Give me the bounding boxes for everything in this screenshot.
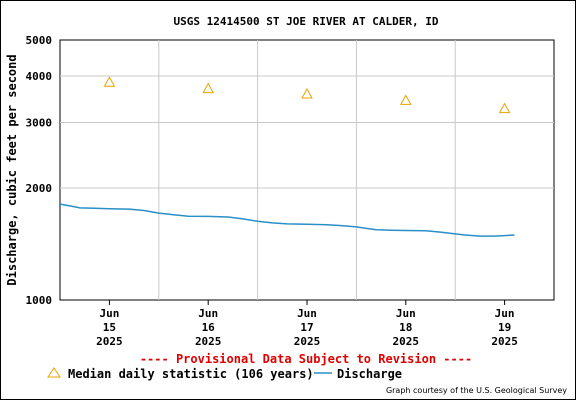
x-tick-label: Jun (297, 307, 317, 320)
x-tick-label: Jun (396, 307, 416, 320)
credit-text: Graph courtesy of the U.S. Geological Su… (386, 386, 567, 395)
x-tick-label: 17 (300, 321, 313, 334)
y-tick-label: 1000 (26, 294, 53, 307)
median-marker (399, 94, 412, 105)
x-tick-label: 2025 (96, 335, 123, 348)
plot-area (59, 39, 555, 301)
x-tick-label: Jun (99, 307, 119, 320)
series-layer (59, 76, 515, 237)
x-tick-label: 2025 (195, 335, 222, 348)
median-marker (103, 76, 116, 87)
x-tick-label: 15 (103, 321, 116, 334)
y-tick-label: 4000 (26, 70, 53, 83)
provisional-notice: ---- Provisional Data Subject to Revisio… (140, 352, 472, 366)
y-axis-ticks: 1000 2000 3000 4000 5000 (26, 34, 53, 307)
legend-discharge-label: Discharge (337, 367, 402, 381)
chart-title: USGS 12414500 ST JOE RIVER AT CALDER, ID (174, 15, 439, 28)
legend-median-label: Median daily statistic (106 years) (68, 367, 314, 381)
discharge-line (59, 203, 515, 237)
legend-triangle-icon (47, 367, 61, 378)
grid-lines (60, 40, 554, 300)
x-tick-label: 2025 (393, 335, 420, 348)
y-tick-label: 5000 (26, 34, 53, 47)
legend: Median daily statistic (106 years) Disch… (47, 367, 402, 381)
y-tick-label: 2000 (26, 182, 53, 195)
x-tick-label: 18 (399, 321, 412, 334)
x-tick-label: 16 (202, 321, 216, 334)
x-tick-label: 2025 (294, 335, 321, 348)
x-tick-label: Jun (495, 307, 515, 320)
x-tick-label: 2025 (491, 335, 518, 348)
median-marker (202, 82, 215, 94)
median-marker (301, 87, 313, 99)
y-axis-label: Discharge, cubic feet per second (5, 54, 19, 285)
x-tick-label: Jun (198, 307, 218, 320)
x-tick-label: 19 (498, 321, 511, 334)
y-tick-label: 3000 (26, 117, 53, 130)
median-marker (498, 102, 511, 114)
x-axis-ticks: Jun152025Jun162025Jun172025Jun182025Jun1… (96, 300, 518, 348)
